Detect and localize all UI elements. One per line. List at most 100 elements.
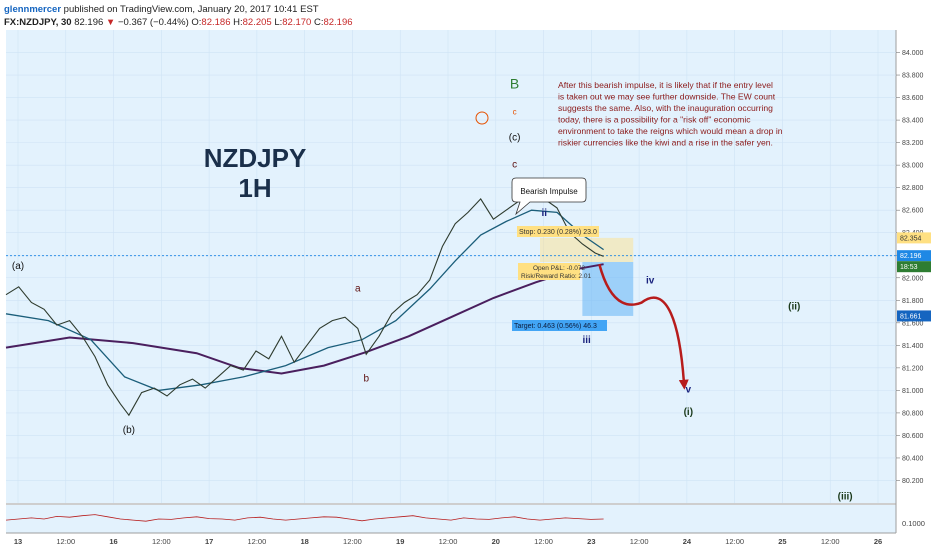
y-tick-label: 83.200	[902, 140, 924, 147]
commentary-line: is taken out we may see further downside…	[558, 92, 776, 102]
close-value: 82.196	[323, 17, 353, 28]
price-tag-bg	[897, 232, 931, 244]
close-label: C:	[313, 17, 324, 28]
x-tick-label: 23	[587, 537, 595, 546]
price-tag-bg	[897, 250, 931, 262]
title-symbol: NZDJPY	[204, 143, 307, 173]
y-tick-label: 80.400	[902, 455, 924, 462]
high-value: 82.205	[242, 17, 272, 28]
x-tick-label: 20	[492, 537, 500, 546]
wave-label: a	[355, 283, 361, 294]
stop-text: Stop: 0.230 (0.28%) 23.0	[519, 229, 597, 236]
y-tick-label: 81.600	[902, 320, 924, 327]
y-tick-label: 82.800	[902, 185, 924, 192]
x-tick-label: 12:00	[247, 537, 266, 546]
high-label: H:	[233, 17, 243, 28]
x-tick-label: 12:00	[630, 537, 649, 546]
y-tick-label: 84.000	[902, 50, 924, 57]
price-tag-bg	[897, 261, 931, 273]
wave-label: (i)	[684, 407, 693, 418]
y-tick-label: 80.800	[902, 410, 924, 417]
x-tick-label: 17	[205, 537, 213, 546]
x-tick-label: 12:00	[725, 537, 744, 546]
open-value: 82.186	[201, 17, 231, 28]
wave-label: (c)	[509, 132, 521, 143]
price-tags: 82.354 82.196 18:53 81.661	[897, 232, 931, 322]
wave-label: v	[686, 385, 692, 396]
low-label: L:	[274, 17, 283, 28]
wave-label: (iii)	[838, 492, 853, 503]
y-tick-label: 83.000	[902, 163, 924, 170]
commentary: After this bearish impulse, it is likely…	[558, 80, 783, 148]
down-arrow-icon: ▼	[105, 17, 116, 28]
ohlc-line: FX:NZDJPY, 30 82.196 ▼ −0.367 (−0.44%) O…	[4, 17, 353, 28]
pnl-text: Open P&L: -0.072	[533, 265, 585, 272]
price-tag-stop: 82.354	[900, 235, 922, 242]
risk-zone	[540, 237, 634, 262]
x-tick-label: 12:00	[56, 537, 75, 546]
indicator-line	[5, 514, 604, 522]
chart-title: NZDJPY 1H	[204, 143, 307, 203]
callout-text: Bearish Impulse	[520, 187, 578, 196]
wave-label: c	[513, 107, 517, 116]
target-label[interactable]: Target: 0.463 (0.56%) 46.3	[512, 320, 607, 331]
publish-line: glennmercer published on TradingView.com…	[4, 4, 319, 15]
commentary-line: After this bearish impulse, it is likely…	[558, 80, 773, 90]
wave-label: iii	[582, 335, 591, 346]
commentary-line: riskier currencies like the kiwi and a r…	[558, 138, 773, 148]
x-tick-label: 12:00	[152, 537, 171, 546]
commentary-line: environment to take the reigns which wou…	[558, 126, 783, 136]
x-tick-label: 25	[778, 537, 786, 546]
price-tag-timer: 18:53	[900, 264, 918, 271]
symbol[interactable]: FX:NZDJPY, 30	[4, 17, 72, 28]
pnl-label[interactable]: Open P&L: -0.072 Risk/Reward Ratio: 2.01	[518, 263, 591, 280]
wave-label: ii	[541, 208, 547, 219]
wave-label: iv	[646, 275, 655, 286]
y-tick-label: 81.800	[902, 298, 924, 305]
x-tick-label: 12:00	[343, 537, 362, 546]
last-price: 82.196	[74, 17, 104, 28]
price-series	[5, 192, 604, 417]
callout[interactable]: Bearish Impulse	[511, 177, 587, 216]
price-axis[interactable]: 84.000 83.800 83.600 83.400 83.200 83.000 82.8…	[896, 50, 924, 485]
change: −0.367 (−0.44%)	[117, 17, 189, 28]
x-tick-label: 12:00	[821, 537, 840, 546]
title-timeframe: 1H	[238, 173, 271, 203]
y-tick-label: 80.200	[902, 478, 924, 485]
published-text: published on TradingView.com, January 20…	[63, 4, 319, 15]
target-text: Target: 0.463 (0.56%) 46.3	[514, 323, 597, 330]
price-tag-bg	[897, 310, 931, 322]
low-value: 82.170	[282, 17, 312, 28]
projection-arrow	[598, 263, 689, 390]
x-tick-label: 12:00	[534, 537, 553, 546]
wave-label: (a)	[12, 261, 24, 272]
username[interactable]: glennmercer	[4, 4, 62, 15]
y-tick-label: 83.400	[902, 118, 924, 125]
slow-moving-average	[5, 263, 604, 375]
stop-label[interactable]: Stop: 0.230 (0.28%) 23.0	[517, 226, 599, 237]
y-tick-label: 80.600	[902, 433, 924, 440]
commentary-line: today, there is a possibility for a "ris…	[558, 115, 751, 125]
indicator-background	[6, 505, 896, 533]
y-tick-label: 83.600	[902, 95, 924, 102]
x-tick-label: 12:00	[439, 537, 458, 546]
x-tick-label: 24	[683, 537, 692, 546]
x-tick-label: 26	[874, 537, 882, 546]
time-axis[interactable]: 13 12:00 16 12:00 17 12:00 18 12:00 19 12:00 20 12:…	[14, 537, 882, 546]
rr-text: Risk/Reward Ratio: 2.01	[521, 273, 591, 280]
x-tick-label: 16	[109, 537, 117, 546]
x-tick-label: 18	[300, 537, 308, 546]
wave-label: B	[510, 76, 519, 92]
y-tick-label: 82.600	[902, 208, 924, 215]
y-tick-label: 81.400	[902, 343, 924, 350]
price-tag-last: 82.196	[900, 253, 922, 260]
wave-c-circle	[475, 111, 489, 125]
commentary-line: suggests the same. Also, with the inaugu…	[558, 103, 773, 113]
y-tick-label: 81.000	[902, 388, 924, 395]
y-tick-label: 81.200	[902, 365, 924, 372]
x-tick-label: 13	[14, 537, 22, 546]
wave-label: c	[512, 159, 517, 170]
wave-label: (b)	[123, 425, 135, 436]
